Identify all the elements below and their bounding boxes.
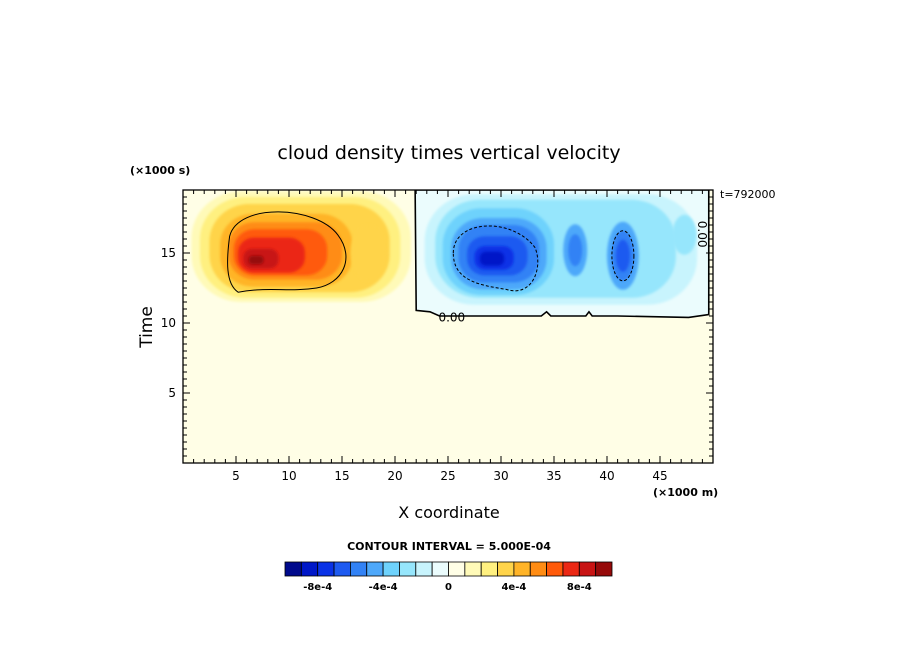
colorbar: -8e-4 -4e-4 0 4e-4 8e-4 bbox=[284, 561, 613, 593]
y-tick-label: 15 bbox=[161, 246, 176, 260]
colorbar-swatch bbox=[546, 561, 564, 577]
x-tick-label: 40 bbox=[599, 469, 614, 483]
colorbar-tick-label: 8e-4 bbox=[567, 582, 592, 593]
negative-contour-main bbox=[452, 225, 539, 292]
x-tick-label: 5 bbox=[232, 469, 240, 483]
negative-cell-37-core bbox=[568, 234, 583, 267]
negative-band-8 bbox=[479, 251, 505, 266]
y-tick-label: 10 bbox=[161, 316, 176, 330]
y-axis-label: Time bbox=[137, 306, 157, 349]
plot-area: 0.00 0.00 5 10 15 20 25 30 35 40 45 5 10 15 bbox=[161, 189, 714, 483]
x-tick-label: 10 bbox=[281, 469, 296, 483]
axis-ticks: 5 10 15 20 25 30 35 40 45 5 10 15 bbox=[161, 190, 713, 483]
contour-lines: 0.00 0.00 bbox=[227, 190, 710, 325]
negative-cell-41-core bbox=[615, 239, 630, 272]
colorbar-swatch bbox=[578, 561, 597, 577]
positive-contour bbox=[227, 211, 347, 293]
colorbar-swatch bbox=[595, 561, 613, 577]
zero-contour bbox=[414, 190, 710, 319]
colorbar-swatch bbox=[349, 561, 368, 577]
x-units-label: (×1000 m) bbox=[653, 486, 718, 499]
contour-label-zero-right: 0.00 bbox=[695, 221, 709, 248]
negative-cell-47 bbox=[672, 214, 697, 255]
colorbar-swatch bbox=[317, 561, 335, 577]
colorbar-swatch bbox=[529, 561, 548, 577]
colorbar-swatch bbox=[431, 561, 449, 577]
timestamp-label: t=792000 bbox=[720, 188, 776, 201]
colorbar-swatch bbox=[464, 561, 482, 577]
x-tick-label: 45 bbox=[652, 469, 667, 483]
colorbar-swatch bbox=[366, 561, 384, 577]
x-tick-label: 30 bbox=[493, 469, 508, 483]
colorbar-tick-label: -4e-4 bbox=[369, 582, 398, 593]
negative-contour-41 bbox=[611, 230, 635, 282]
colorbar-tick-label: -8e-4 bbox=[303, 582, 332, 593]
colorbar-swatch bbox=[448, 561, 466, 577]
colorbar-swatch bbox=[480, 561, 498, 577]
positive-shoulder bbox=[350, 225, 387, 281]
y-tick-label: 5 bbox=[168, 386, 176, 400]
colorbar-swatch bbox=[284, 561, 302, 577]
contour-interval-label: CONTOUR INTERVAL = 5.000E-04 bbox=[347, 540, 551, 553]
colorbar-swatch bbox=[382, 561, 400, 577]
x-tick-label: 20 bbox=[387, 469, 402, 483]
colorbar-tick-label: 4e-4 bbox=[501, 582, 526, 593]
x-tick-label: 35 bbox=[546, 469, 561, 483]
colorbar-swatch bbox=[300, 561, 319, 577]
y-units-label: (×1000 s) bbox=[130, 164, 190, 177]
contour-field bbox=[191, 190, 709, 318]
x-tick-label: 15 bbox=[334, 469, 349, 483]
colorbar-swatch bbox=[562, 561, 580, 577]
colorbar-swatch bbox=[497, 561, 515, 577]
colorbar-swatch bbox=[333, 561, 351, 577]
x-tick-label: 25 bbox=[440, 469, 455, 483]
contour-label-zero: 0.00 bbox=[438, 311, 465, 325]
chart-title: cloud density times vertical velocity bbox=[277, 142, 620, 164]
positive-band-9 bbox=[248, 255, 264, 265]
colorbar-swatch bbox=[399, 561, 417, 577]
colorbar-swatch bbox=[513, 561, 531, 577]
colorbar-tick-label: 0 bbox=[445, 582, 452, 593]
x-axis-label: X coordinate bbox=[398, 503, 499, 522]
colorbar-swatch bbox=[415, 561, 433, 577]
